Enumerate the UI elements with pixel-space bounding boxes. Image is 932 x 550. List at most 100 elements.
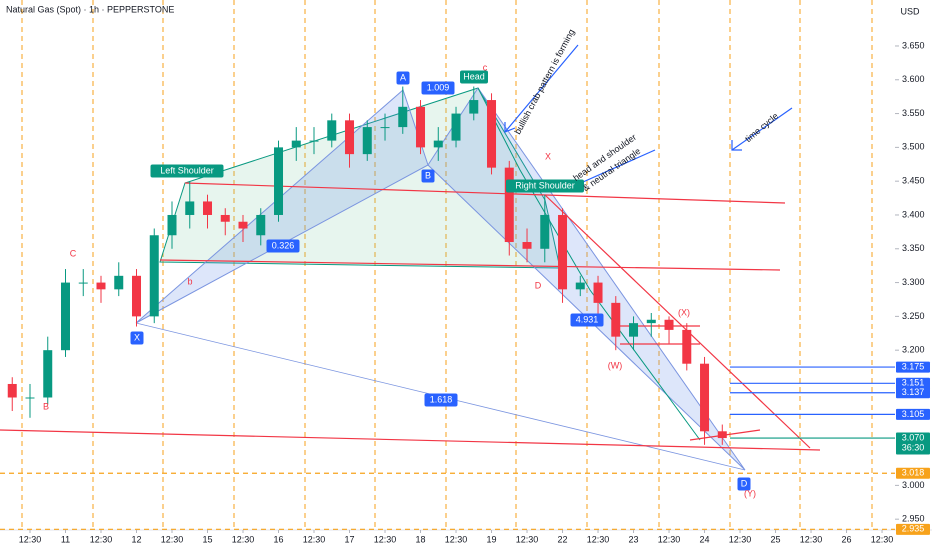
x-tick-label: 12:30 [729,534,752,544]
candle-body [611,302,621,337]
candle-body [558,214,568,290]
price-label-box [896,387,930,399]
price-label-box [896,523,930,535]
price-label: 3.105 [902,409,925,419]
candle-body [398,106,408,128]
annotation: X [134,332,140,342]
label-box [506,179,584,193]
annotation: B [425,170,431,180]
candle-body [362,127,372,155]
countdown: 36:30 [902,442,925,452]
y-tick-label: 3.650 [902,40,925,50]
candle-body [256,214,266,236]
y-tick-label: 3.200 [902,345,925,355]
currency: USD [900,6,920,16]
price-label: 2.935 [902,524,925,534]
x-tick-label: 12:30 [516,534,539,544]
annotation: C [70,248,77,258]
candle-body [487,100,497,168]
candle-body [78,282,88,284]
x-tick-label: 22 [558,534,568,544]
candle-body [61,282,71,351]
x-tick-label: 12:30 [445,534,468,544]
candle-body [682,329,692,364]
annotation: X [545,151,551,161]
candle-body [700,363,710,432]
y-tick-label: 3.300 [902,277,925,287]
candle-body [114,275,124,290]
candle-body [203,201,213,215]
x-tick-label: 12:30 [800,534,823,544]
candle-body [451,113,461,141]
candle-body [149,235,159,317]
annotation: B [43,401,49,411]
label-box [150,164,224,178]
label-box [396,71,410,85]
x-tick-label: 19 [487,534,497,544]
candle-body [575,282,585,290]
y-tick-label: 3.250 [902,311,925,321]
y-tick-label: 2.950 [902,514,925,524]
x-tick-label: 11 [61,534,70,544]
candle-body [540,214,550,249]
y-tick-label: 3.350 [902,243,925,253]
price-label: 3.175 [902,361,925,371]
annotation: Left Shoulder [160,165,214,175]
candle-body [309,140,319,142]
candle-body [7,383,17,398]
annotation: 4.931 [576,314,599,324]
annotation: A [400,72,406,82]
x-tick-label: 24 [700,534,710,544]
price-label: 3.137 [902,387,925,397]
label-box [570,313,604,327]
label-box [130,331,144,345]
candle-body [185,201,195,215]
x-tick-label: 12:30 [658,534,681,544]
candle-body [220,214,230,222]
annotation: 0.326 [272,240,295,250]
annotation: D [535,280,542,290]
candle-body [327,120,337,141]
annotation: 1.618 [430,394,453,404]
x-tick-label: 23 [629,534,639,544]
label-box [424,393,458,407]
candle-body [132,275,142,317]
x-tick-label: 12:30 [19,534,42,544]
x-tick-label: 12:30 [871,534,894,544]
price-label: 3.070 [902,432,925,442]
candle-body [433,140,443,148]
price-label-box [896,361,930,373]
y-tick-label: 3.400 [902,209,925,219]
y-tick-label: 3.500 [902,142,925,152]
candle-body [629,323,639,337]
x-tick-label: 25 [771,534,781,544]
label-box [460,70,488,84]
price-label: 3.018 [902,468,925,478]
candle-body [593,282,603,303]
candle-body [291,140,301,148]
x-tick-label: 16 [274,534,284,544]
candle-body [646,319,656,324]
candle-body [469,100,479,114]
candle-body [167,214,177,236]
x-tick-label: 12 [131,534,141,544]
annotation: (X) [678,307,690,317]
label-box [266,239,300,253]
candle-body [43,350,53,398]
annotation: Head [463,71,485,81]
price-label-box [896,467,930,479]
price-label: 3.151 [902,378,925,388]
price-label-box [896,408,930,420]
candle-body [416,106,426,148]
time-cycle-lines [21,0,873,530]
x-tick-label: 12:30 [232,534,255,544]
price-axis [895,0,932,550]
y-tick-label: 3.450 [902,176,925,186]
candle-body [522,242,532,249]
candle-body [664,319,674,330]
annotation: c [483,62,488,72]
label-box [421,169,435,183]
candle-body [274,147,284,215]
label-box [421,81,455,95]
